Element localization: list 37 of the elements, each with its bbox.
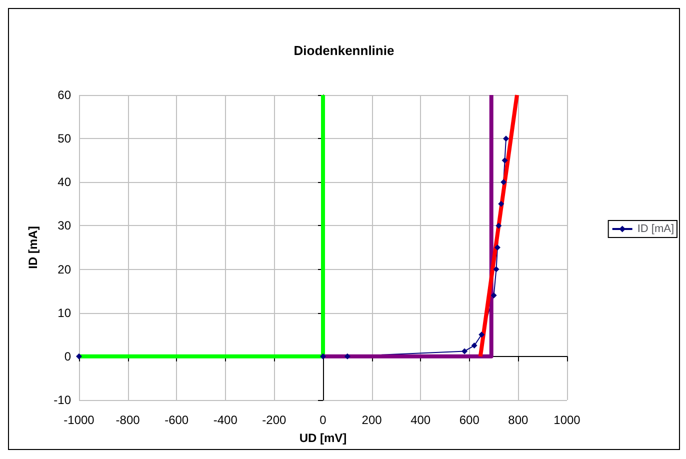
y-tick-label: 20 bbox=[58, 262, 72, 276]
y-tick-label: 0 bbox=[64, 349, 72, 364]
point bbox=[471, 342, 478, 349]
y-tick-label: -10 bbox=[54, 393, 72, 407]
y-tick-label: 40 bbox=[58, 175, 72, 190]
x-tick-label: 600 bbox=[459, 413, 480, 427]
point bbox=[462, 348, 468, 354]
point bbox=[498, 200, 504, 207]
x-tick-label: -200 bbox=[262, 413, 287, 427]
point bbox=[490, 292, 497, 298]
point bbox=[320, 353, 326, 360]
point bbox=[494, 244, 500, 250]
point bbox=[502, 157, 508, 164]
point bbox=[500, 179, 507, 186]
point bbox=[478, 332, 485, 338]
legend-label: ID [mA] bbox=[637, 223, 674, 235]
x-tick-label: 1000 bbox=[554, 413, 581, 427]
y-tick-label: 30 bbox=[58, 218, 72, 233]
y-axis-title: ID [mA] bbox=[26, 226, 40, 269]
point bbox=[503, 136, 509, 142]
y-tick-label: 60 bbox=[58, 88, 72, 102]
y-tick-label: 50 bbox=[58, 132, 72, 146]
x-tick-label: -600 bbox=[164, 413, 189, 427]
x-tick-label: 200 bbox=[362, 413, 382, 427]
point bbox=[76, 353, 82, 360]
y-tick-label: 10 bbox=[58, 306, 72, 320]
x-axis-title: UD [mV] bbox=[299, 431, 347, 445]
point bbox=[344, 353, 350, 360]
point bbox=[493, 266, 500, 272]
x-tick-label: 800 bbox=[508, 413, 529, 427]
x-tick-label: -400 bbox=[213, 413, 238, 427]
x-tick-label: 400 bbox=[410, 413, 431, 427]
x-tick-label: 0 bbox=[320, 413, 327, 427]
x-tick-label: -1000 bbox=[64, 413, 95, 427]
point bbox=[496, 222, 502, 229]
x-tick-label: -800 bbox=[116, 413, 140, 427]
chart-title: Diodenkennlinie bbox=[294, 43, 394, 58]
